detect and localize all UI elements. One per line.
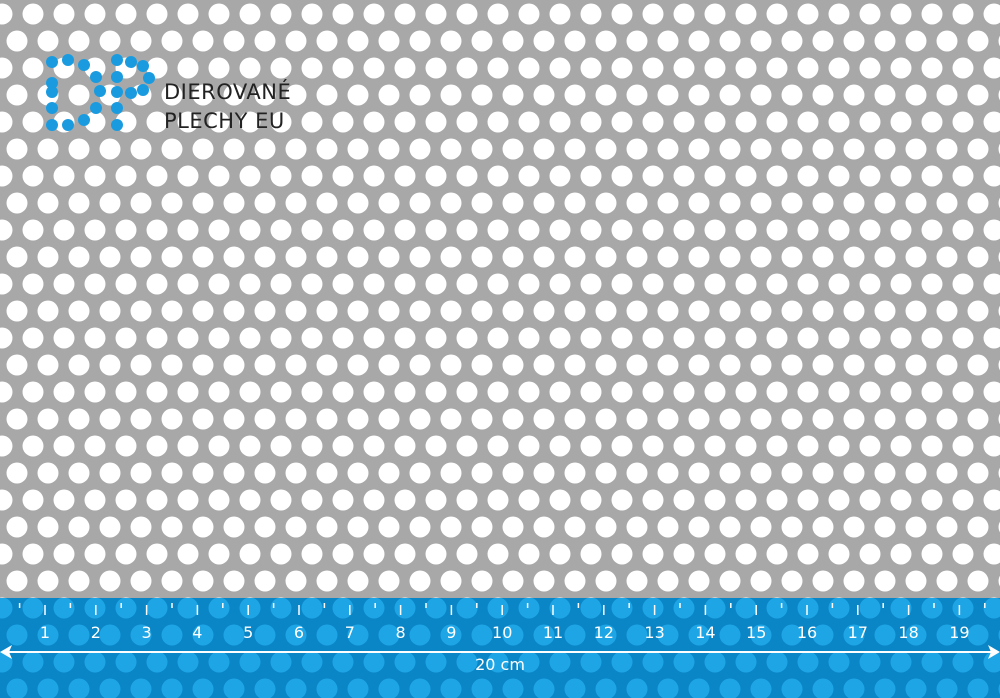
logo-dot [111,86,123,98]
ruler-number: 5 [243,623,253,642]
logo-dot [46,86,58,98]
logo-dot [94,85,106,97]
logo-dot [111,71,123,83]
dp-logo [46,54,155,131]
ruler-number: 2 [91,623,101,642]
ruler-number: 18 [898,623,918,642]
ruler-ticks [18,603,986,615]
ruler-number: 9 [446,623,456,642]
ruler-number: 17 [848,623,868,642]
ruler-band [0,598,1000,698]
logo-dot [125,56,137,68]
ruler-labels: 1 2 3 4 5 6 7 8 9 10 11 12 13 14 15 16 17 18 19 [40,623,970,642]
length-label: 20 cm [475,655,525,674]
ruler-number: 15 [746,623,766,642]
ruler-number: 11 [543,623,563,642]
logo-dot [111,54,123,66]
brand-line-2: PLECHY EU [164,109,285,133]
logo-dot [46,119,58,131]
logo-dot [111,102,123,114]
logo-dot [125,87,137,99]
ruler-number: 14 [695,623,715,642]
logo-dot [143,72,155,84]
ruler-number: 1 [40,623,50,642]
logo-dot [137,60,149,72]
ruler-number: 6 [294,623,304,642]
ruler-number: 3 [142,623,152,642]
logo-dot [62,119,74,131]
brand-line-1: DIEROVANÉ [164,80,292,104]
logo-dot [111,119,123,131]
logo-dot [137,84,149,96]
ruler-number: 7 [345,623,355,642]
ruler-number: 12 [594,623,614,642]
logo-dot [90,102,102,114]
logo-dot [62,54,74,66]
brand-name: DIEROVANÉ PLECHY EU [164,78,291,136]
logo-dot [78,59,90,71]
logo-dot [46,77,58,89]
logo-dot [90,71,102,83]
ruler-number: 16 [797,623,817,642]
ruler-number: 19 [949,623,969,642]
ruler-number: 13 [644,623,664,642]
length-arrow [0,645,1000,659]
logo-dot [78,114,90,126]
ruler-number: 4 [192,623,202,642]
ruler-number: 10 [492,623,512,642]
logo-dot [46,56,58,68]
logo-dot [46,102,58,114]
ruler-number: 8 [396,623,406,642]
